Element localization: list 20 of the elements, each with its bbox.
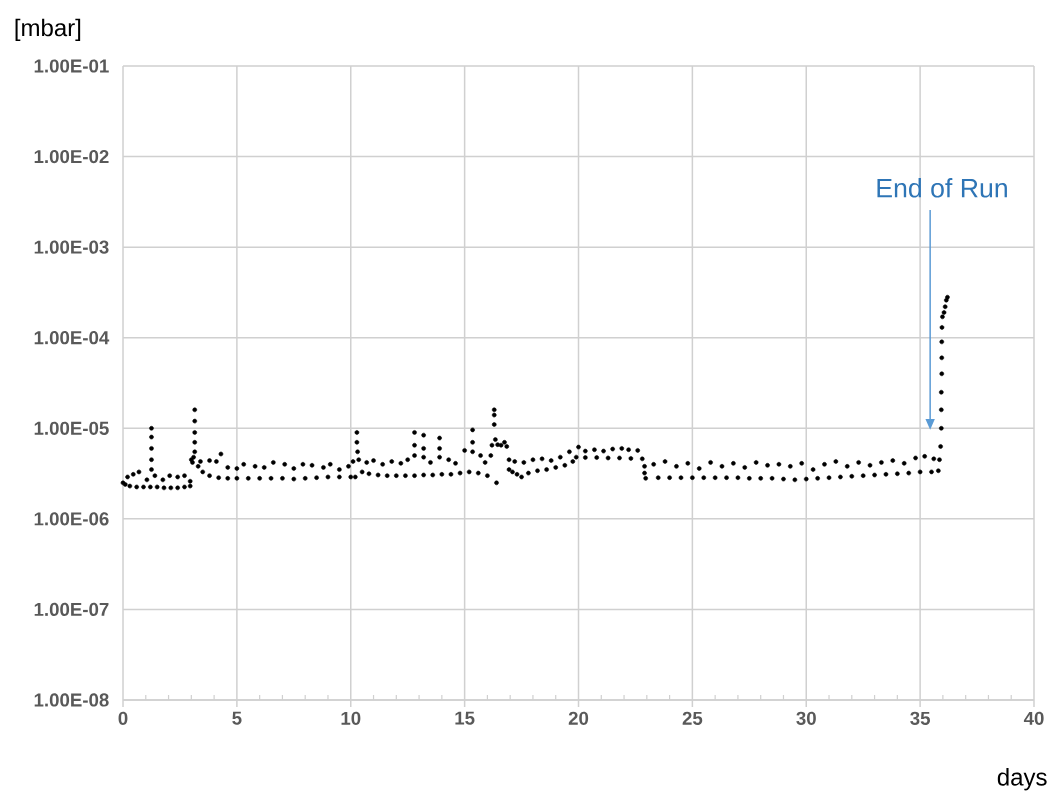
y-tick-label: 1.00E-01	[34, 59, 109, 73]
annotation: End of Run	[877, 178, 1007, 198]
x-tick-label: 25	[682, 711, 703, 725]
y-tick-label: 1.00E-07	[34, 602, 109, 617]
y-tick-label: 1.00E-05	[34, 421, 109, 435]
y-tick-label: 1.00E-06	[34, 512, 109, 526]
x-tick-label: 5	[232, 711, 242, 725]
y-tick-label: 1.00E-04	[34, 331, 110, 345]
x-tick-label: 10	[341, 711, 361, 725]
x-tick-label: 20	[568, 711, 589, 725]
x-tick-label: 40	[1023, 711, 1044, 725]
x-tick-label: 35	[910, 711, 930, 725]
y-tick-label: 1.00E-08	[34, 693, 109, 707]
y-tick-label: 1.00E-02	[34, 149, 109, 164]
y-axis-title: [mbar]	[15, 18, 81, 42]
y-tick-label: 1.00E-03	[34, 240, 109, 254]
x-tick-label: 0	[118, 711, 128, 725]
x-tick-label: 30	[796, 711, 816, 725]
x-tick-label: 15	[455, 711, 475, 725]
x-axis-title: days	[997, 768, 1047, 791]
